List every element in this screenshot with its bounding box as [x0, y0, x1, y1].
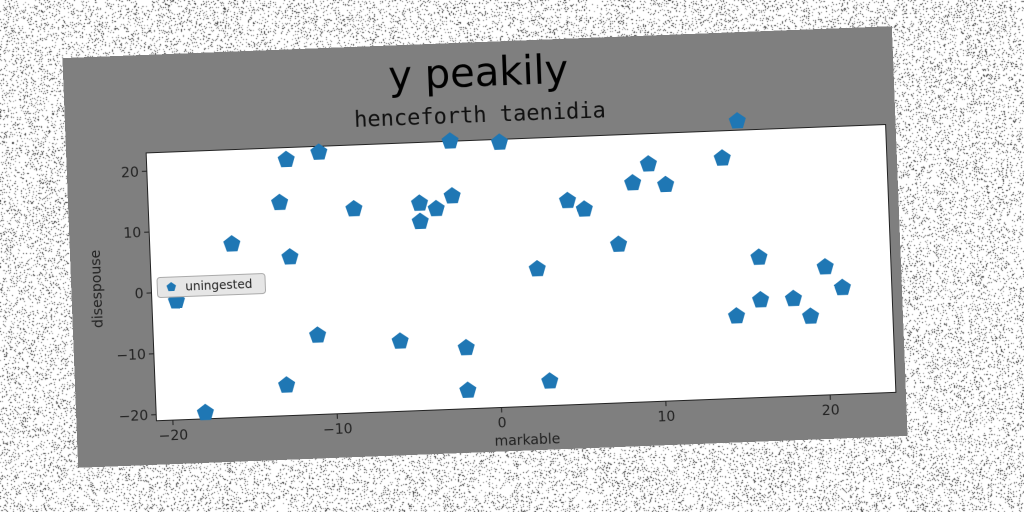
y-tick-label: 10	[123, 225, 141, 242]
y-tick-label: −10	[116, 347, 146, 364]
legend: uningested	[157, 273, 266, 297]
scatter-point	[728, 112, 746, 129]
x-tick-label: 10	[657, 409, 675, 426]
x-tick-label: 0	[497, 415, 507, 431]
y-tick-label: 0	[134, 286, 144, 302]
y-tick-label: −20	[118, 408, 148, 425]
y-tick-label: 20	[121, 165, 139, 182]
x-axis-label: markable	[494, 431, 560, 450]
chart-subtitle: henceforth taenidia	[354, 98, 606, 133]
legend-label: uningested	[185, 277, 253, 294]
x-tick-label: 20	[822, 403, 840, 420]
x-tick-label: −20	[158, 428, 188, 445]
plot-area	[146, 125, 896, 421]
scatter-chart: y peakily henceforth taenidia −20 −10 0 10 2…	[62, 26, 907, 468]
chart-figure: y peakily henceforth taenidia −20 −10 0 10 2…	[62, 26, 907, 468]
y-axis-label: disespouse	[88, 250, 107, 329]
chart-title: y peakily	[388, 47, 570, 100]
x-tick-label: −10	[323, 421, 353, 438]
